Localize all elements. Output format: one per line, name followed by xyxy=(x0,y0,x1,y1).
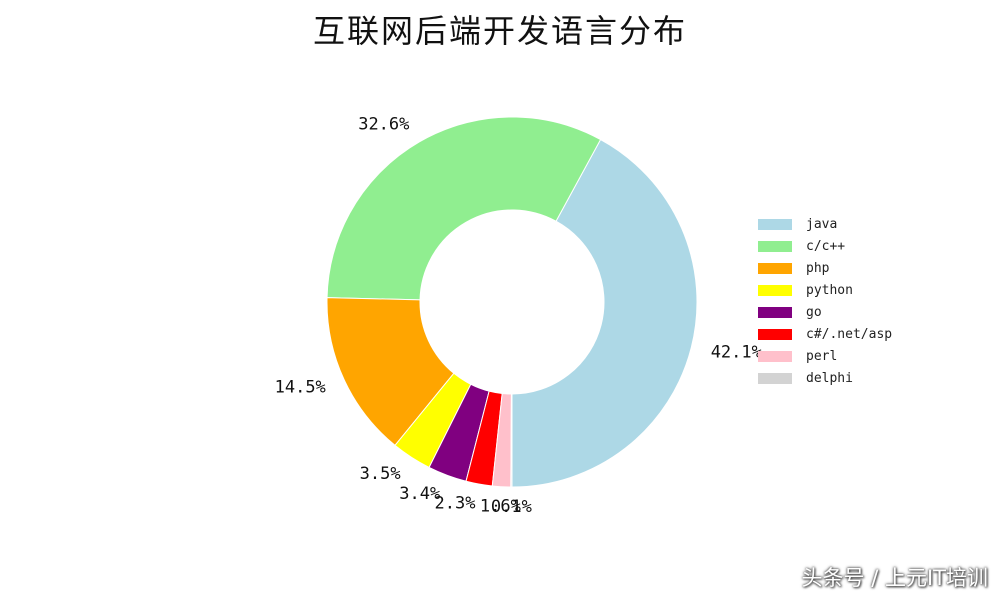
legend-label: c/c++ xyxy=(806,238,846,254)
legend-swatch xyxy=(758,372,792,384)
legend-item: delphi xyxy=(758,367,908,389)
slice-label-php: 14.5% xyxy=(275,378,326,398)
legend-label: perl xyxy=(806,348,838,364)
legend-swatch xyxy=(758,306,792,318)
legend-label: delphi xyxy=(806,370,853,386)
legend-swatch xyxy=(758,218,792,230)
legend-item: python xyxy=(758,279,908,301)
chart-slice-labels: 42.1% 32.6% 14.5% 3.5%3.4%2.3% 1.6%0.1% xyxy=(275,115,762,518)
slice-label-java: 42.1% xyxy=(711,343,762,363)
legend-item: c#/.net/asp xyxy=(758,323,908,345)
legend-swatch xyxy=(758,328,792,340)
slice-label-python: 3.5% xyxy=(360,464,401,484)
legend-item: perl xyxy=(758,345,908,367)
legend-item: java xyxy=(758,213,908,235)
watermark: 头条号 / 上元IT培训 xyxy=(801,566,988,590)
slice-label-perl: 1.6% xyxy=(480,497,521,517)
chart-legend: java c/c++ php python go c#/.net/asp perl delph… xyxy=(758,213,908,389)
slice-c-c- xyxy=(326,116,602,301)
legend-label: php xyxy=(806,260,830,276)
legend-label: python xyxy=(806,282,853,298)
legend-swatch xyxy=(758,262,792,274)
legend-swatch xyxy=(758,284,792,296)
slice-delphi xyxy=(510,393,513,488)
legend-label: go xyxy=(806,304,822,320)
slice-label-delphi: 0.1% xyxy=(491,497,532,517)
legend-item: php xyxy=(758,257,908,279)
slice-label-go: 3.4% xyxy=(399,484,440,504)
chart-slices xyxy=(326,116,698,488)
legend-swatch xyxy=(758,350,792,362)
legend-label: java xyxy=(806,216,838,232)
chart-title: 互联网后端开发语言分布 xyxy=(312,12,687,50)
slice-java xyxy=(511,138,698,488)
slice-label-c-net-asp: 2.3% xyxy=(435,494,476,514)
legend-item: c/c++ xyxy=(758,235,908,257)
legend-swatch xyxy=(758,240,792,252)
legend-item: go xyxy=(758,301,908,323)
legend-label: c#/.net/asp xyxy=(806,326,893,342)
slice-label-c-c-: 32.6% xyxy=(358,115,409,135)
